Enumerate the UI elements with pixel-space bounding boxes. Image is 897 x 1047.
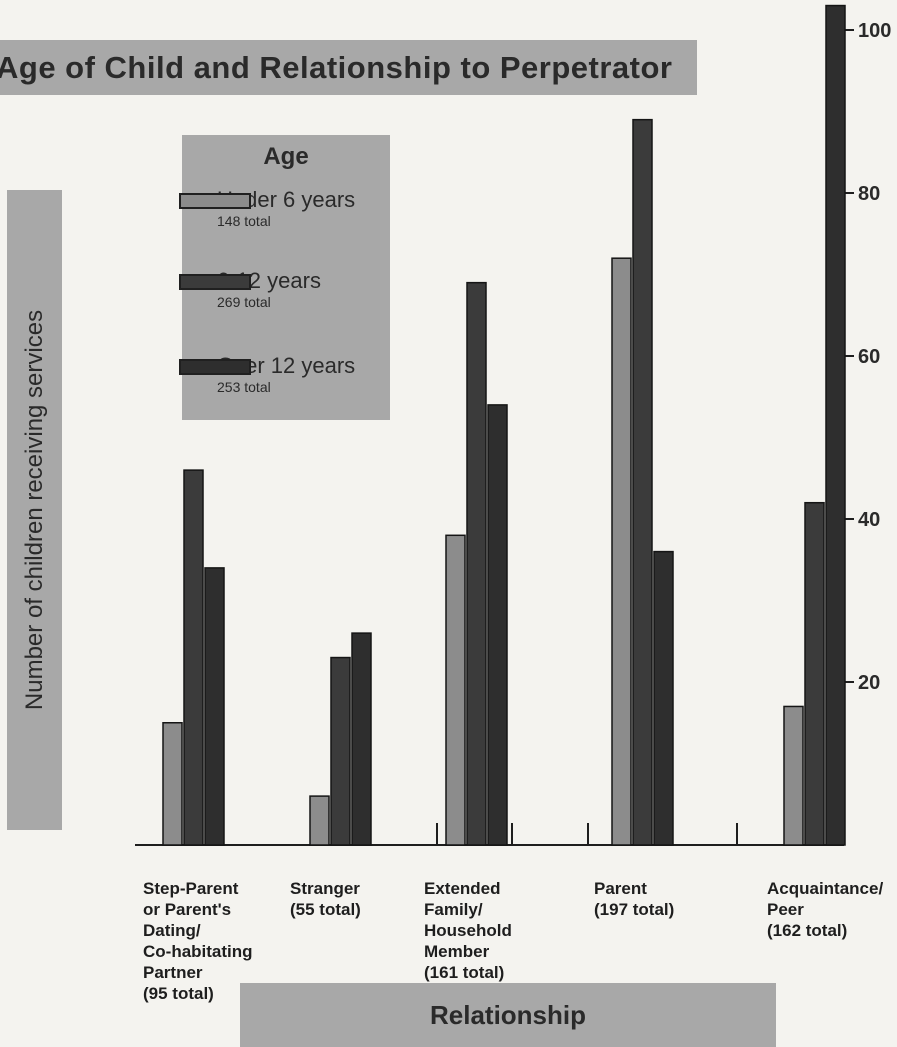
- bar-series2-cat2: [330, 656, 351, 846]
- legend-swatch-6-12: [179, 274, 251, 290]
- bar-series1-cat3: [445, 534, 466, 846]
- category-name-stranger: Stranger: [290, 879, 360, 898]
- legend-title: Age: [263, 143, 309, 170]
- bar-series3-cat3: [487, 404, 508, 846]
- category-label-stranger: Stranger (55 total): [290, 857, 361, 941]
- category-total-stranger: (55 total): [290, 900, 361, 919]
- category-name-step-parent: Step-Parent or Parent's Dating/ Co-habit…: [143, 879, 253, 982]
- bar-series1-cat5: [783, 705, 804, 846]
- bar-series1-cat4: [611, 257, 632, 846]
- bar-series3-cat2: [351, 632, 372, 846]
- category-name-parent: Parent: [594, 879, 647, 898]
- bar-series3-cat1: [204, 567, 225, 846]
- category-name-acquaintance: Acquaintance/ Peer: [767, 879, 884, 919]
- legend-total-under-6: 148 total: [217, 213, 271, 229]
- category-label-parent: Parent (197 total): [594, 857, 674, 941]
- bar-series2-cat1: [183, 469, 204, 846]
- y-tick-label-80: 80: [858, 183, 880, 205]
- y-tick-label-40: 40: [858, 509, 880, 531]
- legend-swatch-under-6: [179, 193, 251, 209]
- chart-title: Age of Child and Relationship to Perpetr…: [0, 49, 673, 85]
- legend-item-over-12: Over 12 years 253 total: [179, 353, 355, 395]
- category-name-extended-family: Extended Family/ Household Member: [424, 879, 512, 961]
- bar-series2-cat3: [466, 281, 487, 846]
- category-total-step-parent: (95 total): [143, 984, 214, 1003]
- category-label-extended-family: Extended Family/ Household Member (161 t…: [424, 857, 512, 1004]
- legend-total-6-12: 269 total: [217, 294, 271, 310]
- bar-series2-cat4: [632, 118, 653, 846]
- y-tick-label-60: 60: [858, 346, 880, 368]
- legend: Age Under 6 years 148 total 6-12 years 2…: [179, 135, 390, 420]
- category-total-parent: (197 total): [594, 900, 675, 919]
- category-label-step-parent: Step-Parent or Parent's Dating/ Co-habit…: [143, 857, 253, 1025]
- x-axis-label: Relationship: [429, 999, 586, 1030]
- bar-series2-cat5: [804, 501, 825, 846]
- category-total-extended-family: (161 total): [424, 963, 505, 982]
- bar-series1-cat1: [162, 722, 183, 846]
- category-total-acquaintance: (162 total): [767, 921, 848, 940]
- bar-series1-cat2: [309, 795, 330, 846]
- y-axis-label-banner: Number of children receiving services: [7, 190, 62, 830]
- x-axis-label-banner: Relationship: [240, 983, 776, 1047]
- y-tick-label-20: 20: [858, 672, 880, 694]
- chart-title-banner: Age of Child and Relationship to Perpetr…: [0, 40, 697, 95]
- category-label-acquaintance: Acquaintance/ Peer (162 total): [767, 857, 883, 962]
- legend-item-6-12: 6-12 years 269 total: [179, 268, 321, 310]
- legend-swatch-over-12: [179, 359, 251, 375]
- bar-series3-cat4: [653, 550, 674, 846]
- bar-series3-cat5: [825, 4, 846, 846]
- legend-total-over-12: 253 total: [217, 379, 271, 395]
- legend-item-under-6: Under 6 years 148 total: [179, 187, 355, 229]
- y-tick-label-100: 100: [858, 20, 891, 42]
